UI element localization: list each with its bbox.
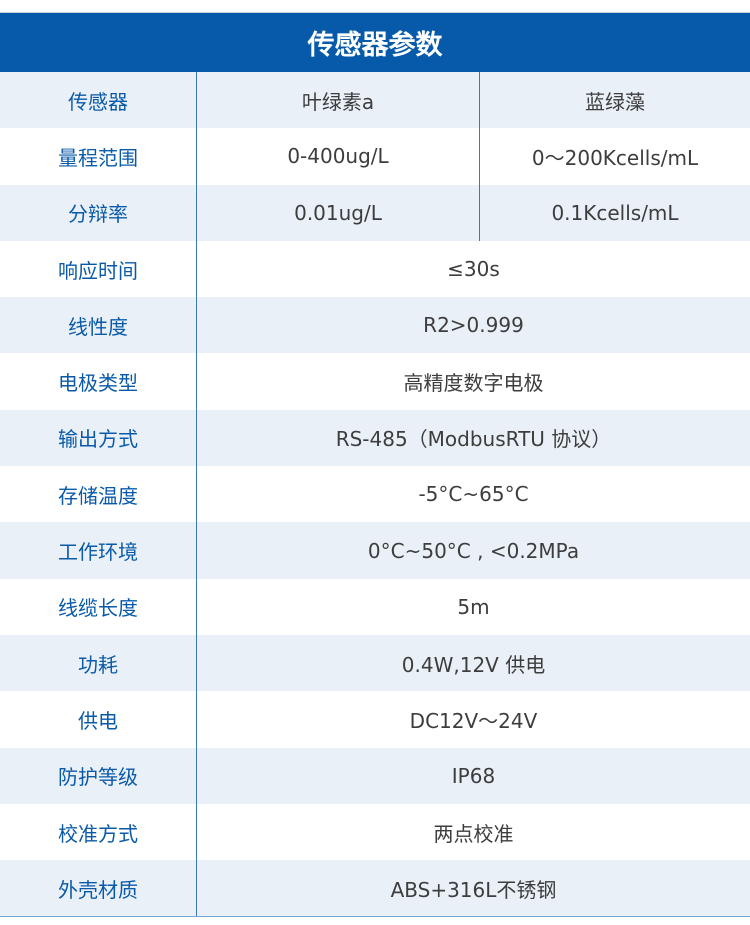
row-label: 线性度 [0,297,197,354]
row-value: ABS+316L不锈钢 [390,877,557,902]
table-title: 传感器参数 [0,13,750,72]
row-value: DC12V～24V [409,708,538,733]
row-label: 校准方式 [0,803,197,861]
row-label: 线缆长度 [0,578,197,635]
top-divider [0,12,750,13]
row-label: 存储温度 [0,466,197,523]
row-label: 电极类型 [0,353,197,410]
row-value: IP68 [451,763,496,788]
table-row: 存储温度 -5°C~65°C [0,466,750,523]
table-row: 输出方式 RS-485（ModbusRTU 协议） [0,409,750,467]
row-value: 0.4W,12V 供电 [401,652,546,677]
table-row: 分辩率 0.01ug/L 0.1Kcells/mL [0,184,750,241]
table-row: 外壳材质 ABS+316L不锈钢 [0,860,750,917]
row-value: 0.01ug/L [197,184,480,241]
row-label: 供电 [0,691,197,748]
table-row: 量程范围 0-400ug/L 0～200Kcells/mL [0,128,750,185]
row-value: 两点校准 [433,821,514,846]
table-row: 校准方式 两点校准 [0,803,750,861]
row-value: 0°C~50°C , <0.2MPa [367,538,580,563]
sensor-parameters-table: 传感器 叶绿素a 蓝绿藻量程范围 0-400ug/L 0～200Kcells/mL 分辩率… [0,72,750,917]
row-label: 输出方式 [0,409,197,467]
row-value: R2>0.999 [423,313,524,338]
table-row: 电极类型 高精度数字电极 [0,353,750,410]
bottom-divider [0,916,750,917]
row-value: 叶绿素a [197,72,480,129]
row-value: 蓝绿藻 [585,89,645,114]
row-value: 0.1Kcells/mL [551,200,679,225]
row-label: 外壳材质 [0,860,197,917]
table-row: 功耗 0.4W,12V 供电 [0,634,750,692]
table-row: 响应时间 ≤30s [0,240,750,298]
row-label: 工作环境 [0,522,197,579]
row-label: 传感器 [0,72,197,129]
row-value: ≤30s [447,257,500,282]
row-value: 高精度数字电极 [403,371,544,396]
row-value: 0-400ug/L [197,128,480,185]
row-value: RS-485（ModbusRTU 协议） [335,427,612,452]
table-row: 工作环境 0°C~50°C , <0.2MPa [0,522,750,579]
row-label: 功耗 [0,634,197,692]
row-label: 量程范围 [0,128,197,185]
table-row: 线性度 R2>0.999 [0,297,750,354]
table-row: 供电 DC12V～24V [0,691,750,748]
row-label: 防护等级 [0,747,197,804]
row-value: 5m [457,594,490,619]
table-row: 线缆长度 5m [0,578,750,635]
row-label: 分辩率 [0,184,197,241]
table-row: 防护等级 IP68 [0,747,750,804]
row-label: 响应时间 [0,240,197,298]
row-value: -5°C~65°C [418,482,529,507]
row-value: 0～200Kcells/mL [531,145,699,170]
table-row: 传感器 叶绿素a 蓝绿藻 [0,72,750,129]
